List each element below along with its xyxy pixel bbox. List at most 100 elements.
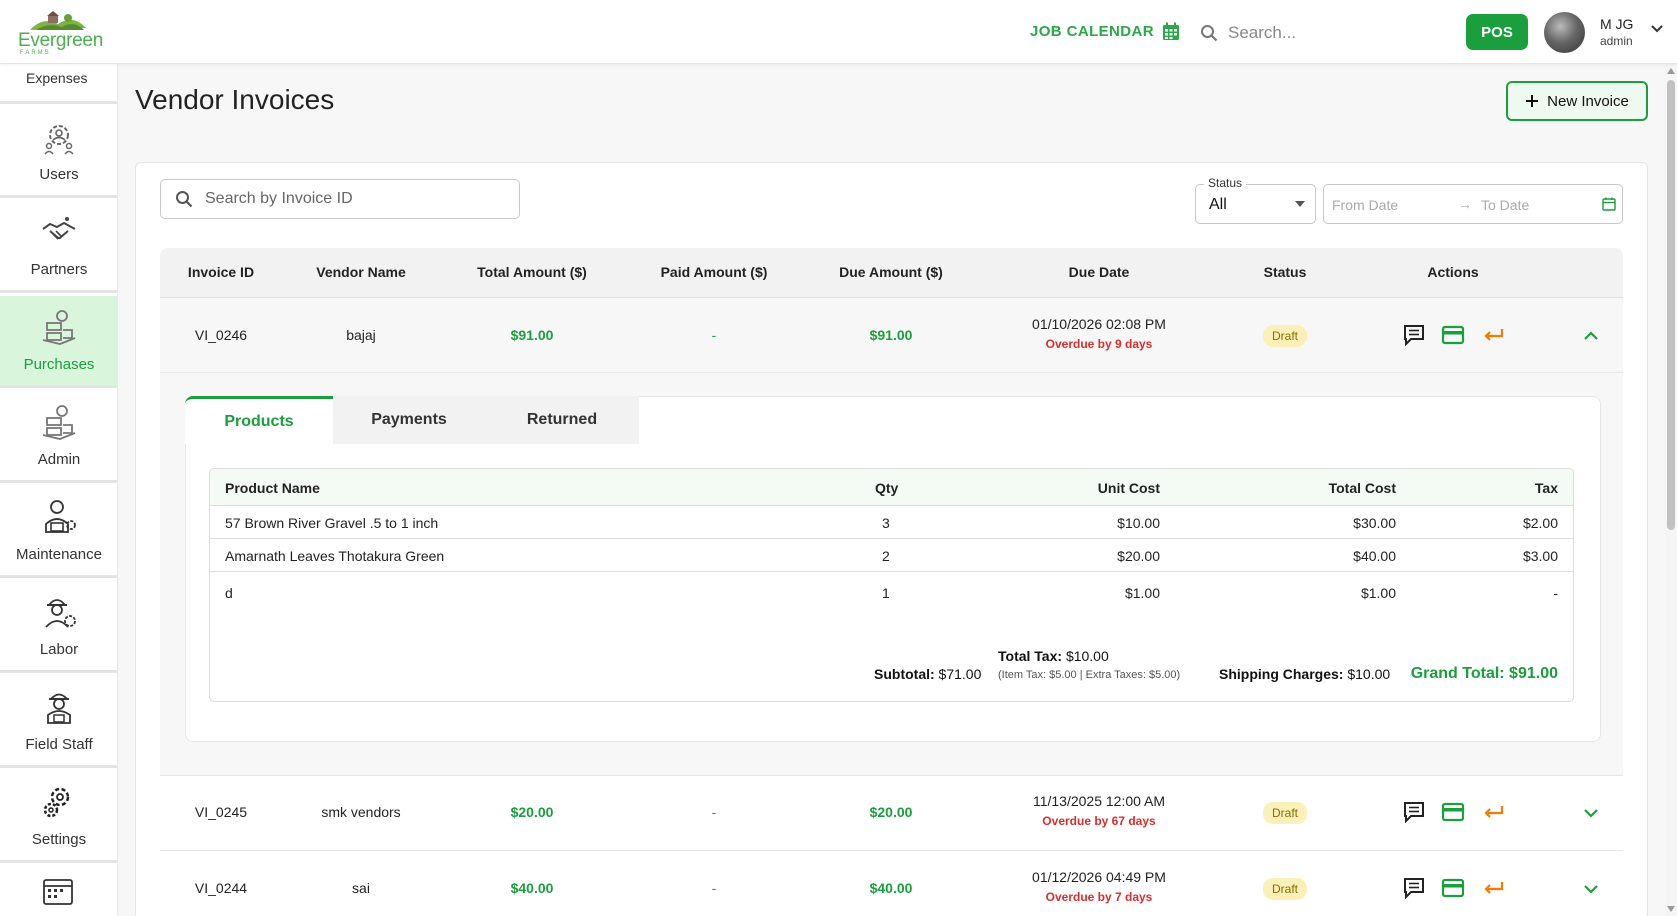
invoice-search[interactable]	[160, 179, 520, 219]
overdue-label: Overdue by 9 days	[1045, 337, 1153, 351]
from-date-input[interactable]: From Date	[1332, 197, 1399, 213]
sidebar-item-label: Purchases	[23, 356, 95, 373]
brand-sub: FARMS	[20, 50, 51, 56]
status-badge: Draft	[1262, 878, 1308, 900]
scroll-up-icon[interactable]	[1667, 68, 1675, 74]
sidebar-item-partners[interactable]: Partners	[0, 201, 117, 293]
field-staff-icon	[47, 693, 71, 724]
col-unit-cost: Unit Cost	[1097, 480, 1160, 496]
labor-icon	[45, 599, 76, 628]
vendor-name: sai	[352, 880, 370, 896]
global-search-input[interactable]	[1228, 23, 1428, 43]
users-gear-icon	[44, 125, 74, 155]
scrollbar-thumb[interactable]	[1667, 80, 1675, 530]
comment-icon[interactable]	[1402, 877, 1426, 899]
page-scrollbar[interactable]	[1665, 64, 1677, 916]
sidebar-item-settings[interactable]: Settings	[0, 771, 117, 863]
invoice-id: VI_0245	[194, 804, 248, 820]
col-due-date[interactable]: Due Date	[1068, 264, 1130, 280]
total-amount: $40.00	[510, 880, 554, 896]
sidebar-item-label: Admin	[37, 451, 81, 468]
global-search[interactable]	[1200, 14, 1445, 52]
payment-card-icon[interactable]	[1441, 324, 1465, 346]
col-tax: Tax	[1534, 480, 1558, 496]
chevron-down-icon[interactable]	[1582, 882, 1600, 896]
pos-button[interactable]: POS	[1466, 14, 1528, 50]
handshake-icon	[42, 217, 76, 240]
sidebar-item-maintenance[interactable]: Maintenance	[0, 486, 117, 578]
col-status: Status	[1263, 264, 1307, 280]
comment-icon[interactable]	[1402, 324, 1426, 346]
col-paid-amount[interactable]: Paid Amount ($)	[660, 264, 768, 280]
invoice-search-input[interactable]	[205, 190, 505, 208]
chevron-down-icon[interactable]	[1582, 806, 1600, 820]
col-invoice-id[interactable]: Invoice ID	[187, 264, 255, 280]
comment-icon[interactable]	[1402, 801, 1426, 823]
sidebar-item-users[interactable]: Users	[0, 106, 117, 198]
col-product-name: Product Name	[225, 480, 320, 496]
scroll-down-icon[interactable]	[1667, 906, 1675, 912]
job-calendar-label: JOB CALENDAR	[1030, 23, 1154, 40]
product-name: Amarnath Leaves Thotakura Green	[225, 548, 445, 564]
search-icon	[1201, 25, 1218, 42]
new-invoice-button[interactable]: New Invoice	[1506, 81, 1648, 121]
total-tax: Total Tax: $10.00	[998, 648, 1109, 664]
return-arrow-icon[interactable]	[1481, 324, 1505, 346]
table-row[interactable]: VI_0244 sai $40.00 - $40.00 01/12/2026 0…	[160, 852, 1623, 916]
top-header: Evergreen FARMS JOB CALENDAR POS M JG ad…	[0, 0, 1677, 64]
status-select[interactable]: Status All	[1195, 176, 1316, 224]
due-amount: $20.00	[869, 804, 913, 820]
job-calendar-link[interactable]: JOB CALENDAR	[1030, 22, 1180, 41]
col-total-amount[interactable]: Total Amount ($)	[477, 264, 587, 280]
user-role: admin	[1600, 34, 1633, 48]
col-vendor-name[interactable]: Vendor Name	[316, 264, 406, 280]
product-unit-cost: $20.00	[1117, 548, 1160, 564]
vendor-name: bajaj	[346, 327, 376, 343]
tab-products[interactable]: Products	[185, 396, 333, 444]
avatar[interactable]	[1544, 12, 1585, 53]
status-badge: Draft	[1262, 802, 1308, 824]
to-date-input[interactable]: To Date	[1481, 197, 1530, 213]
due-date: 01/12/2026 04:49 PM Overdue by 7 days	[1032, 869, 1166, 904]
sidebar-item-expenses[interactable]: Expenses	[0, 64, 117, 104]
payment-card-icon[interactable]	[1441, 877, 1465, 899]
sidebar-item-calendar[interactable]	[0, 866, 117, 916]
sidebar-item-label: Labor	[39, 641, 79, 658]
col-due-amount[interactable]: Due Amount ($)	[839, 264, 943, 280]
table-row[interactable]: VI_0246 bajaj $91.00 - $91.00 01/10/2026…	[160, 298, 1623, 373]
product-unit-cost: $1.00	[1124, 585, 1160, 601]
product-unit-cost: $10.00	[1117, 515, 1160, 531]
tab-payments[interactable]: Payments	[371, 411, 447, 428]
product-total-cost: $1.00	[1360, 585, 1396, 601]
sidebar-item-label: Partners	[30, 261, 88, 278]
sidebar: Expenses Users Partners Purchase	[0, 64, 118, 916]
tab-returned[interactable]: Returned	[526, 411, 598, 428]
due-date: 11/13/2025 12:00 AM Overdue by 67 days	[1033, 793, 1165, 828]
brand-logo[interactable]: Evergreen FARMS	[18, 10, 103, 56]
maintenance-icon	[45, 500, 76, 533]
payment-card-icon[interactable]	[1441, 801, 1465, 823]
table-row[interactable]: VI_0245 smk vendors $20.00 - $20.00 11/1…	[160, 776, 1623, 851]
calendar-icon	[1162, 22, 1179, 40]
product-tax: $2.00	[1522, 515, 1558, 531]
product-name: 57 Brown River Gravel .5 to 1 inch	[225, 515, 439, 531]
calendar-icon[interactable]	[1602, 197, 1616, 211]
sidebar-item-label: Expenses	[26, 70, 88, 86]
sidebar-item-purchases[interactable]: Purchases	[0, 296, 117, 388]
sidebar-item-labor[interactable]: Labor	[0, 581, 117, 673]
product-row: 57 Brown River Gravel .5 to 1 inch 3 $10…	[210, 506, 1573, 539]
col-total-cost: Total Cost	[1328, 480, 1396, 496]
sidebar-item-admin[interactable]: Admin	[0, 391, 117, 483]
chevron-down-icon[interactable]	[1650, 24, 1664, 34]
vendor-name: smk vendors	[321, 804, 401, 820]
return-arrow-icon[interactable]	[1481, 801, 1505, 823]
farm-logo-icon	[30, 11, 86, 30]
sidebar-item-label: Field Staff	[25, 736, 93, 753]
arrow-right-icon: →	[1458, 196, 1472, 212]
product-total-cost: $40.00	[1353, 548, 1396, 564]
chevron-up-icon[interactable]	[1582, 329, 1600, 343]
date-range-picker[interactable]: From Date → To Date	[1323, 184, 1623, 224]
return-arrow-icon[interactable]	[1481, 877, 1505, 899]
user-name[interactable]: M JG	[1600, 16, 1634, 32]
sidebar-item-field-staff[interactable]: Field Staff	[0, 676, 117, 768]
